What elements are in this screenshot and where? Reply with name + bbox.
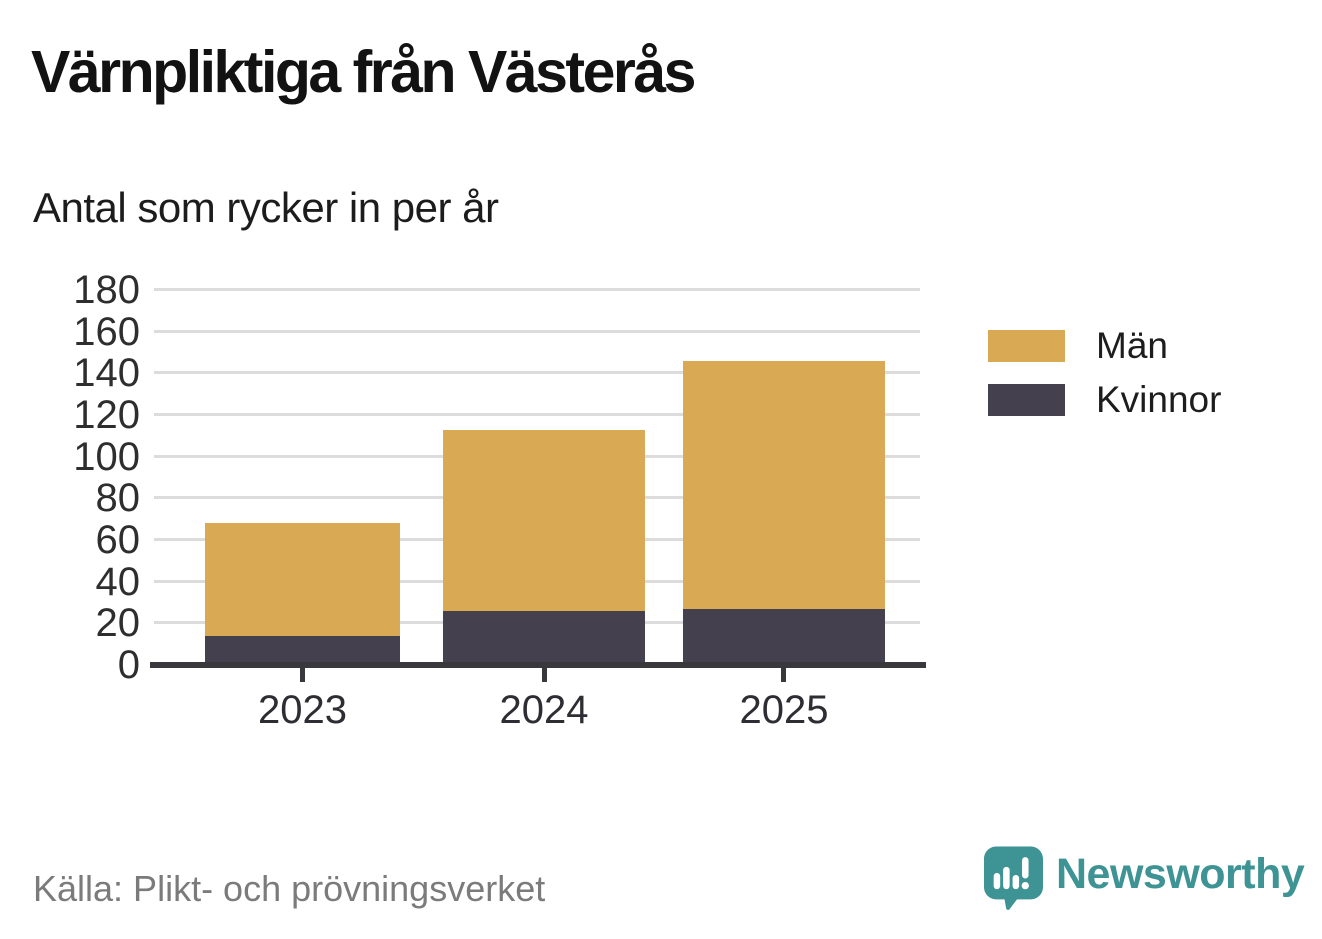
gridline-160 xyxy=(154,329,920,333)
gridline-140 xyxy=(154,371,920,375)
chart-subtitle: Antal som rycker in per år xyxy=(33,184,499,231)
bar-2024-män xyxy=(443,429,645,611)
y-tick-label-140: 140 xyxy=(73,351,140,396)
bar-2023-kvinnor xyxy=(205,635,401,665)
x-tick-label-2025: 2025 xyxy=(739,688,829,732)
bar-2025-kvinnor xyxy=(682,608,885,665)
x-axis-line xyxy=(150,662,926,668)
legend-item-män: Män xyxy=(988,325,1221,366)
y-axis-labels: 0 20 40 60 80 100 120 140 160 180 xyxy=(20,270,141,685)
legend-label-kvinnor: Kvinnor xyxy=(1096,379,1222,420)
gridline-180 xyxy=(154,288,920,291)
y-tick-label-40: 40 xyxy=(95,559,141,604)
y-tick-label-100: 100 xyxy=(73,434,140,479)
bar-2025-män xyxy=(682,360,885,609)
x-tick-label-2024: 2024 xyxy=(499,688,589,732)
x-tick-2023 xyxy=(300,668,306,682)
legend: Män Kvinnor xyxy=(988,325,1222,420)
newsworthy-speech-bubble-icon xyxy=(984,846,1043,910)
x-tick-2025 xyxy=(781,668,787,682)
legend-item-kvinnor: Kvinnor xyxy=(988,379,1222,420)
legend-swatch-män xyxy=(988,330,1065,362)
legend-label-män: Män xyxy=(1096,325,1168,366)
brand-wordmark: Newsworthy xyxy=(1056,849,1305,898)
source-note: Källa: Plikt- och prövningsverket xyxy=(33,868,546,909)
legend-swatch-kvinnor xyxy=(988,384,1065,416)
page-title: Värnpliktiga från Västerås xyxy=(31,39,696,105)
y-tick-label-180: 180 xyxy=(73,268,140,312)
gridline-120 xyxy=(154,413,920,416)
y-tick-label-20: 20 xyxy=(95,601,141,646)
brand-logo: Newsworthy xyxy=(983,845,1305,911)
y-tick-label-60: 60 xyxy=(95,518,141,562)
y-tick-label-80: 80 xyxy=(95,476,141,521)
bar-2024-kvinnor xyxy=(443,610,645,665)
x-tick-label-2023: 2023 xyxy=(258,688,347,732)
plot-area xyxy=(154,288,920,665)
y-tick-label-120: 120 xyxy=(73,393,140,437)
x-tick-2024 xyxy=(541,668,547,682)
y-tick-label-0: 0 xyxy=(117,643,140,687)
y-tick-label-160: 160 xyxy=(73,309,140,354)
bar-2023-män xyxy=(205,523,401,636)
